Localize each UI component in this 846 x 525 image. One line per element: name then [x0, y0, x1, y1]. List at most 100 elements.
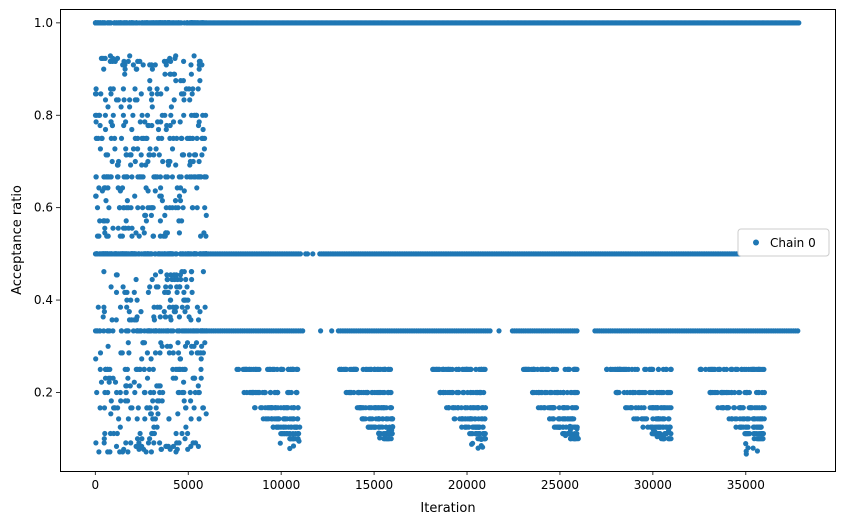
- data-point: [97, 366, 103, 372]
- data-point: [132, 86, 138, 92]
- data-point: [251, 389, 257, 396]
- data-point: [133, 20, 139, 26]
- data-point: [139, 112, 145, 118]
- data-point: [119, 185, 126, 191]
- series-chain-0-points: [92, 20, 802, 457]
- data-point: [125, 375, 131, 381]
- data-point: [116, 205, 123, 211]
- x-axis: 0 5000 10000 15000 20000 25000 30000 35000: [91, 471, 765, 492]
- data-point: [236, 366, 242, 372]
- data-point: [120, 112, 126, 118]
- data-point: [136, 233, 142, 239]
- data-point: [655, 366, 662, 372]
- data-point: [464, 366, 470, 372]
- data-point: [98, 379, 105, 385]
- data-point: [154, 398, 161, 404]
- data-point: [372, 405, 378, 411]
- data-point: [146, 405, 152, 411]
- data-point: [147, 152, 153, 158]
- data-point: [359, 416, 366, 422]
- data-point: [668, 366, 674, 372]
- x-tick-label: 20000: [448, 478, 486, 492]
- data-point: [191, 405, 197, 411]
- data-point: [155, 411, 161, 417]
- data-point: [113, 272, 119, 278]
- data-point: [150, 366, 156, 372]
- data-point: [122, 366, 128, 372]
- data-point: [99, 251, 105, 257]
- data-point: [181, 97, 187, 103]
- data-point: [101, 66, 107, 72]
- data-point: [796, 20, 802, 26]
- data-point: [135, 146, 141, 152]
- data-point: [110, 55, 116, 62]
- data-point: [125, 251, 131, 257]
- data-point: [101, 440, 107, 446]
- data-point: [478, 366, 485, 372]
- data-point: [145, 20, 151, 26]
- data-point: [199, 343, 205, 349]
- data-point: [147, 284, 153, 290]
- data-point: [297, 251, 303, 257]
- data-point: [109, 158, 115, 165]
- data-point: [140, 340, 146, 346]
- data-point: [181, 91, 187, 97]
- data-point: [181, 269, 187, 275]
- data-point: [149, 66, 155, 72]
- data-point: [744, 416, 751, 422]
- data-point: [163, 126, 169, 133]
- data-point: [145, 188, 151, 194]
- data-point: [147, 62, 153, 68]
- data-point: [751, 366, 757, 372]
- data-point: [718, 389, 724, 396]
- data-point: [190, 375, 196, 381]
- data-point: [166, 350, 172, 356]
- data-point: [125, 449, 131, 455]
- data-point: [139, 162, 145, 168]
- data-point: [128, 440, 134, 446]
- data-point: [385, 416, 391, 422]
- data-point: [108, 411, 114, 417]
- data-point: [152, 188, 158, 194]
- data-point: [136, 251, 142, 257]
- data-point: [652, 405, 659, 411]
- data-point: [102, 126, 109, 133]
- data-point: [280, 431, 286, 437]
- data-point: [115, 225, 121, 231]
- data-point: [140, 205, 146, 211]
- data-point: [118, 328, 124, 334]
- data-point: [113, 97, 120, 103]
- data-point: [180, 152, 187, 158]
- data-point: [561, 405, 568, 411]
- data-point: [181, 188, 187, 194]
- data-point: [97, 350, 104, 356]
- data-point: [270, 424, 276, 430]
- data-point: [184, 284, 190, 290]
- data-point: [454, 389, 460, 396]
- data-point: [108, 398, 114, 404]
- data-point: [159, 198, 165, 204]
- data-point: [97, 405, 103, 411]
- data-point: [101, 269, 107, 275]
- data-point: [94, 205, 101, 211]
- data-point: [147, 78, 153, 84]
- data-point: [134, 328, 140, 334]
- data-point: [445, 405, 451, 411]
- data-point: [127, 104, 133, 110]
- data-point: [123, 146, 129, 152]
- data-point: [177, 198, 184, 204]
- data-point: [149, 91, 155, 97]
- data-point: [148, 212, 154, 218]
- data-point: [108, 135, 114, 141]
- data-point: [97, 146, 103, 152]
- data-point: [162, 251, 168, 257]
- data-point: [795, 328, 801, 334]
- data-point: [760, 431, 766, 437]
- data-point: [451, 405, 457, 411]
- data-point: [141, 366, 147, 372]
- data-point: [118, 398, 124, 404]
- data-point: [641, 416, 647, 422]
- data-point: [179, 218, 185, 224]
- data-point: [560, 389, 567, 396]
- data-point: [117, 424, 123, 430]
